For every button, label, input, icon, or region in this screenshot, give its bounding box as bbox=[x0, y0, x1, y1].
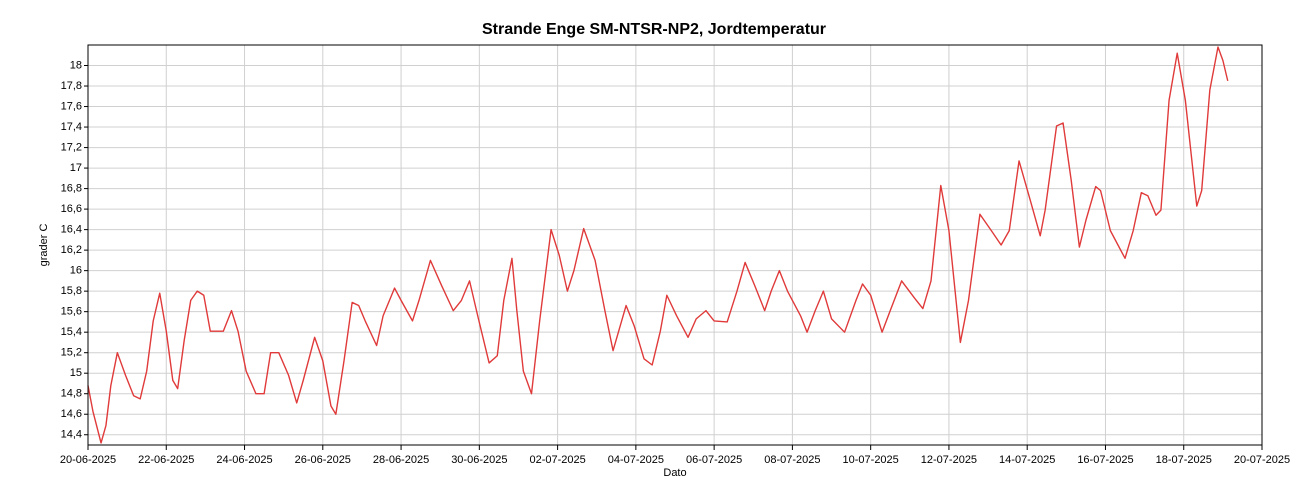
y-tick-label: 16,8 bbox=[61, 182, 82, 194]
x-tick-label: 06-07-2025 bbox=[686, 454, 742, 466]
y-tick-label: 18 bbox=[70, 59, 82, 71]
x-tick-label: 02-07-2025 bbox=[529, 454, 585, 466]
x-tick-label: 24-06-2025 bbox=[216, 454, 272, 466]
y-tick-label: 17 bbox=[70, 162, 82, 174]
y-tick-label: 16,6 bbox=[61, 203, 82, 215]
y-tick-label: 17,2 bbox=[61, 141, 82, 153]
y-tick-label: 15,4 bbox=[61, 326, 82, 338]
x-tick-label: 12-07-2025 bbox=[921, 454, 977, 466]
plot-frame bbox=[87, 44, 1263, 446]
y-tick-label: 14,8 bbox=[61, 388, 82, 400]
x-tick-label: 14-07-2025 bbox=[999, 454, 1055, 466]
y-tick-label: 14,4 bbox=[61, 429, 82, 441]
y-tick-label: 16,4 bbox=[61, 224, 82, 236]
y-tick-label: 16,2 bbox=[61, 244, 82, 256]
x-tick-label: 28-06-2025 bbox=[373, 454, 429, 466]
data-line bbox=[87, 46, 1229, 444]
x-tick-label: 20-07-2025 bbox=[1234, 454, 1290, 466]
x-tick-label: 10-07-2025 bbox=[843, 454, 899, 466]
plot bbox=[87, 46, 1229, 444]
y-tick-label: 17,4 bbox=[61, 121, 82, 133]
x-tick-label: 16-07-2025 bbox=[1077, 454, 1133, 466]
x-tick-label: 08-07-2025 bbox=[764, 454, 820, 466]
x-axis-label: Dato bbox=[663, 467, 686, 479]
y-tick-label: 15,2 bbox=[61, 347, 82, 359]
x-tick-label: 04-07-2025 bbox=[608, 454, 664, 466]
ticks: 14,4 14,6 14,8 15 15,2 15,4 15,6 15,8 16 16,2 16,4… bbox=[60, 44, 1290, 466]
x-tick-label: 26-06-2025 bbox=[295, 454, 351, 466]
chart-title: Strande Enge SM-NTSR-NP2, Jordtemperatur bbox=[482, 21, 826, 38]
y-tick-label: 17,8 bbox=[61, 80, 82, 92]
x-tick-label: 20-06-2025 bbox=[60, 454, 116, 466]
y-tick-label: 17,6 bbox=[61, 100, 82, 112]
x-tick-label: 22-06-2025 bbox=[138, 454, 194, 466]
y-tick-label: 15,6 bbox=[61, 306, 82, 318]
y-tick-label: 14,6 bbox=[61, 408, 82, 420]
y-tick-label: 15 bbox=[70, 367, 82, 379]
x-tick-label: 30-06-2025 bbox=[451, 454, 507, 466]
y-tick-label: 15,8 bbox=[61, 285, 82, 297]
x-tick-label: 18-07-2025 bbox=[1156, 454, 1212, 466]
y-axis-label: grader C bbox=[38, 224, 50, 267]
y-tick-label: 16 bbox=[70, 265, 82, 277]
